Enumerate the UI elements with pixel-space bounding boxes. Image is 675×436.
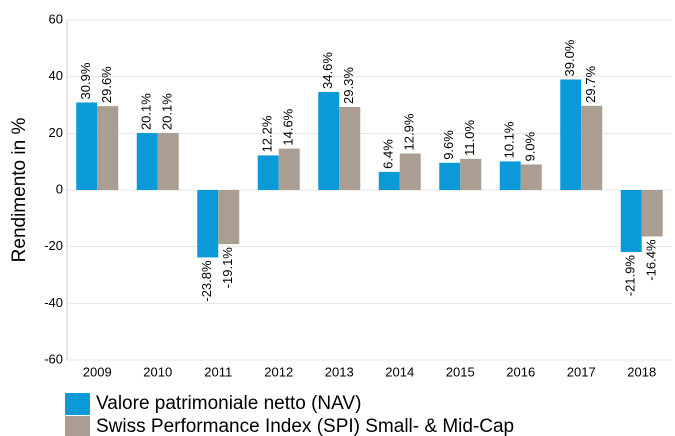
x-tick-label: 2011 bbox=[204, 364, 232, 379]
bar bbox=[218, 190, 240, 245]
bar bbox=[257, 155, 279, 190]
bar bbox=[439, 162, 461, 190]
x-tick-label: 2018 bbox=[627, 364, 656, 379]
x-tick-label: 2010 bbox=[143, 364, 172, 379]
y-tick-label: 0 bbox=[56, 181, 63, 196]
bar bbox=[318, 91, 340, 190]
bar bbox=[76, 102, 98, 190]
y-tick-label: 60 bbox=[49, 11, 63, 26]
data-label: -21.9% bbox=[623, 255, 638, 297]
data-label: 34.6% bbox=[320, 52, 335, 89]
data-label: 30.9% bbox=[78, 62, 93, 99]
x-tick-label: 2015 bbox=[446, 364, 475, 379]
data-label: 39.0% bbox=[562, 39, 577, 76]
y-tick-label: -40 bbox=[44, 295, 63, 310]
y-tick-label: 40 bbox=[49, 68, 63, 83]
x-tick-label: 2012 bbox=[264, 364, 293, 379]
x-tick-label: 2013 bbox=[325, 364, 354, 379]
bar bbox=[278, 148, 300, 190]
data-label: 29.7% bbox=[583, 66, 598, 103]
data-label: 14.6% bbox=[281, 108, 296, 145]
legend-label: Valore patrimoniale netto (NAV) bbox=[96, 393, 361, 414]
bar bbox=[560, 79, 582, 190]
y-tick-label: -60 bbox=[44, 351, 63, 366]
data-label: 10.1% bbox=[502, 121, 517, 158]
bar bbox=[620, 190, 642, 253]
data-label: -16.4% bbox=[644, 239, 659, 281]
bar bbox=[499, 161, 521, 190]
bar bbox=[378, 171, 400, 190]
bar bbox=[197, 190, 219, 258]
bar bbox=[339, 106, 361, 190]
bar bbox=[136, 133, 158, 190]
bar bbox=[641, 190, 663, 237]
data-label: -23.8% bbox=[199, 260, 214, 302]
data-label: 6.4% bbox=[381, 139, 396, 169]
bar bbox=[399, 153, 421, 190]
x-tick-label: 2009 bbox=[83, 364, 112, 379]
x-tick-label: 2014 bbox=[385, 364, 414, 379]
legend-swatch bbox=[65, 393, 90, 415]
data-label: 29.6% bbox=[99, 66, 114, 103]
data-label: 9.0% bbox=[523, 131, 538, 161]
bar bbox=[157, 133, 179, 190]
data-label: 9.6% bbox=[441, 130, 456, 160]
bar bbox=[581, 105, 603, 190]
legend-swatch bbox=[65, 416, 90, 436]
data-label: 12.2% bbox=[260, 115, 275, 152]
x-tick-label: 2016 bbox=[506, 364, 535, 379]
data-label: 20.1% bbox=[160, 93, 175, 130]
legend-label: Swiss Performance Index (SPI) Small- & M… bbox=[96, 416, 514, 436]
data-label: 12.9% bbox=[402, 113, 417, 150]
x-tick-label: 2017 bbox=[567, 364, 596, 379]
data-label: 29.3% bbox=[341, 67, 356, 104]
y-tick-label: 20 bbox=[49, 125, 63, 140]
y-tick-label: -20 bbox=[44, 238, 63, 253]
bar bbox=[460, 158, 482, 190]
data-label: -19.1% bbox=[220, 247, 235, 289]
data-label: 11.0% bbox=[462, 119, 477, 155]
bar bbox=[97, 106, 119, 190]
y-axis-label: Rendimento in % bbox=[9, 118, 30, 263]
bar bbox=[520, 164, 542, 190]
data-label: 20.1% bbox=[139, 93, 154, 130]
